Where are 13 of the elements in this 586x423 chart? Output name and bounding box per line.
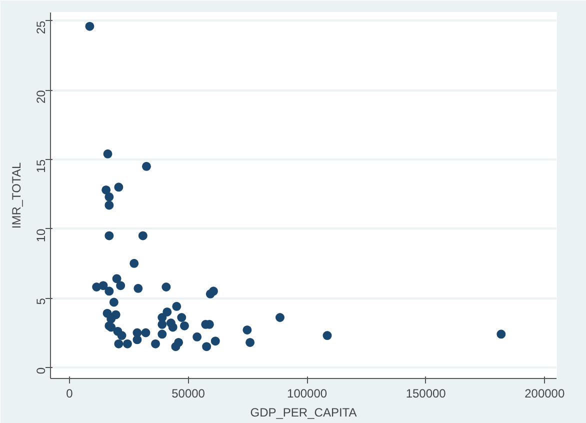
y-tick-label: 10 bbox=[34, 228, 48, 242]
y-tick-label: 25 bbox=[34, 20, 48, 34]
y-tick-label: 0 bbox=[34, 367, 48, 374]
x-tick-label: 200000 bbox=[524, 386, 565, 400]
x-tick-label: 50000 bbox=[172, 386, 206, 400]
x-tick-label: 100000 bbox=[287, 386, 328, 400]
y-tick-label: 20 bbox=[34, 90, 48, 104]
y-tick-label: 5 bbox=[34, 298, 48, 305]
y-axis-title: IMR_TOTAL bbox=[10, 162, 24, 229]
x-axis-title: GDP_PER_CAPITA bbox=[250, 406, 357, 420]
x-tick-label: 0 bbox=[66, 386, 74, 400]
x-tick-label: 150000 bbox=[406, 386, 446, 400]
y-tick-label: 15 bbox=[34, 159, 48, 173]
